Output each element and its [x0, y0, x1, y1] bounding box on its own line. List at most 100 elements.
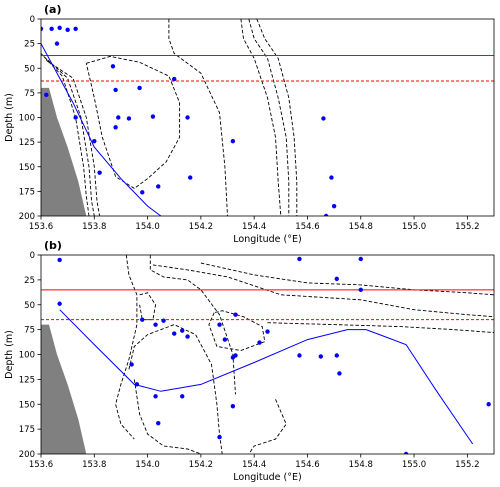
data-point: [321, 116, 326, 121]
data-point: [129, 362, 134, 367]
x-tick-label: 153.6: [29, 460, 53, 470]
data-point: [49, 26, 54, 32]
data-point: [172, 331, 177, 336]
data-point: [331, 203, 337, 209]
data-point: [153, 322, 158, 327]
y-tick-label: 75: [24, 89, 35, 99]
contour-line: [149, 255, 236, 395]
data-point: [230, 404, 236, 409]
data-point: [113, 87, 118, 93]
contour-line: [85, 55, 181, 189]
y-axis-label: Depth (m): [4, 93, 15, 142]
x-tick-label: 154.2: [189, 460, 213, 470]
plot-frame: [40, 18, 495, 217]
data-point: [150, 114, 156, 119]
data-point: [126, 116, 132, 121]
plot-area: [41, 19, 494, 216]
x-tick-label: 154.4: [242, 460, 266, 470]
bathymetry-shading: [41, 87, 87, 216]
data-point: [257, 340, 262, 345]
y-tick-label: 100: [19, 114, 35, 124]
contour-line: [152, 264, 494, 318]
y-axis-label: Depth (m): [4, 330, 15, 379]
y-tick-label: 175: [19, 425, 35, 435]
data-point: [161, 318, 166, 323]
data-point: [44, 92, 49, 98]
y-tick-label: 200: [19, 450, 35, 460]
data-point: [140, 190, 145, 195]
plot-frame: [40, 254, 495, 455]
data-point: [92, 138, 97, 144]
x-tick-label: 154.0: [135, 460, 159, 470]
data-point: [73, 115, 78, 120]
blue-line: [59, 309, 474, 445]
data-point: [54, 41, 60, 46]
y-tick-label: 200: [19, 212, 35, 222]
data-point: [323, 213, 329, 216]
data-point: [180, 394, 185, 399]
x-tick-label: 155.2: [455, 222, 479, 232]
contour-line: [240, 19, 282, 216]
contour-line: [200, 262, 494, 296]
y-tick-label: 150: [19, 400, 35, 410]
panel-label: (a): [44, 3, 61, 16]
y-tick-label: 0: [30, 251, 35, 261]
data-point: [180, 328, 185, 333]
data-point: [358, 256, 363, 262]
data-point: [140, 317, 145, 322]
data-point: [403, 451, 409, 454]
data-point: [110, 64, 116, 69]
data-point: [230, 138, 236, 144]
data-point: [334, 276, 339, 282]
data-point: [116, 115, 121, 120]
contour-line: [248, 399, 287, 454]
x-tick-label: 153.6: [29, 222, 53, 232]
x-axis-label: Longitude (°E): [233, 472, 301, 483]
y-tick-label: 150: [19, 163, 35, 173]
contour-line: [168, 19, 228, 216]
y-tick-label: 125: [19, 375, 35, 385]
y-tick-label: 100: [19, 351, 35, 361]
x-tick-label: 154.4: [242, 222, 266, 232]
data-point: [334, 353, 339, 358]
data-point: [137, 85, 142, 91]
data-point: [233, 353, 238, 358]
data-point: [337, 371, 342, 376]
data-point: [297, 256, 302, 262]
y-tick-label: 25: [24, 276, 35, 286]
data-point: [265, 329, 270, 334]
contour-line: [43, 56, 95, 216]
x-tick-label: 154.0: [135, 222, 159, 232]
plot-area: [41, 255, 494, 454]
x-tick-label: 153.8: [82, 460, 106, 470]
data-point: [57, 301, 62, 306]
data-point: [188, 175, 193, 180]
data-point: [156, 184, 161, 189]
data-point: [185, 334, 190, 339]
y-tick-label: 50: [24, 301, 35, 311]
data-point: [222, 337, 228, 342]
data-point: [41, 26, 44, 32]
y-tick-label: 0: [30, 15, 35, 25]
x-tick-label: 155.2: [455, 460, 479, 470]
contour-line: [256, 19, 298, 216]
data-point: [156, 420, 161, 426]
panel-b: 153.6 153.8 154.0 154.2 154.4 154.6 154.8 155.0…: [4, 239, 495, 483]
contour-line: [41, 53, 90, 216]
blue-line: [41, 43, 162, 216]
data-point: [233, 312, 238, 317]
data-point: [65, 27, 70, 33]
x-tick-label: 155.0: [402, 222, 426, 232]
y-tick-label: 75: [24, 326, 35, 336]
data-point: [297, 353, 302, 358]
data-point: [73, 26, 78, 32]
data-point: [97, 170, 102, 175]
contour-line: [248, 19, 290, 216]
data-point: [185, 115, 190, 120]
data-point: [57, 25, 62, 31]
x-tick-label: 154.8: [349, 222, 373, 232]
data-point: [153, 394, 158, 399]
y-tick-label: 125: [19, 138, 35, 148]
data-point: [318, 354, 323, 359]
